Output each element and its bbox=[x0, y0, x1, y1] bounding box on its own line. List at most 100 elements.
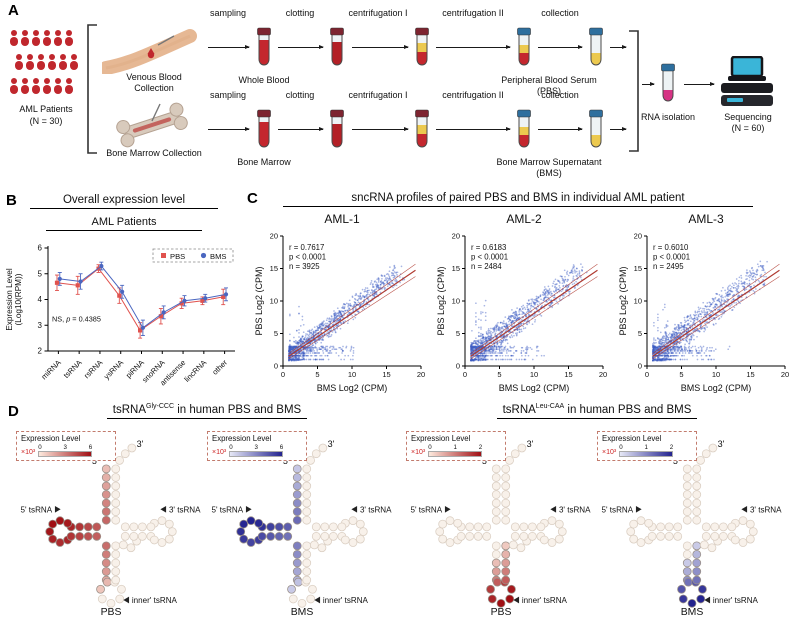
arrowhead-icon bbox=[351, 505, 358, 513]
pbs-product-label: Peripheral Blood Serum bbox=[501, 75, 597, 85]
arrowhead-icon bbox=[245, 505, 252, 513]
three-prime-end-label: 3' bbox=[328, 439, 335, 449]
tsrna-section-title: tsRNALeu-CAA in human PBS and BMS bbox=[436, 403, 758, 419]
five-tsrna-label: 5' tsRNA bbox=[602, 506, 634, 515]
svg-text:6: 6 bbox=[38, 244, 43, 253]
svg-text:10: 10 bbox=[270, 297, 278, 306]
three-tsrna-label: 3' tsRNA bbox=[360, 506, 392, 515]
svg-text:15: 15 bbox=[564, 370, 572, 379]
svg-text:0: 0 bbox=[638, 362, 642, 371]
flow-arrow bbox=[208, 126, 250, 131]
step-label-clotting: clotting bbox=[285, 90, 315, 100]
arrowhead-icon bbox=[704, 596, 711, 604]
svg-text:15: 15 bbox=[270, 264, 278, 273]
svg-text:10: 10 bbox=[348, 370, 356, 379]
arrowhead-icon bbox=[741, 505, 748, 513]
three-prime-end-label: 3' bbox=[137, 439, 144, 449]
svg-text:20: 20 bbox=[270, 232, 278, 241]
three-tsrna-label: 3' tsRNA bbox=[750, 506, 782, 515]
expression-gradient-bar bbox=[619, 451, 674, 457]
whole-blood-label: Whole Blood bbox=[238, 75, 290, 85]
panel-b-label: B bbox=[6, 192, 17, 209]
svg-text:0: 0 bbox=[274, 362, 278, 371]
grouping-bracket-right bbox=[629, 30, 639, 152]
trna-cloverleaf-bms: 5' 3' 5' tsRNA 3' tsRNA inner' tsRNA BMS bbox=[602, 439, 783, 618]
grouping-bracket-left bbox=[87, 24, 97, 154]
test-tube-icon bbox=[512, 26, 536, 72]
scatter-svg: 0 5 10 15 20 0 5 10 15 20 BMS Log2 (CPM) PBS Log2 (… bbox=[436, 232, 607, 393]
panel-c-label: C bbox=[247, 190, 258, 207]
scatter-stats: r = 0.7617 bbox=[289, 243, 324, 252]
panel-a-label: A bbox=[8, 2, 19, 19]
venous-blood-collection-label: Venous Blood Collection bbox=[126, 72, 182, 93]
aml-patients-label: AML Patients bbox=[19, 104, 73, 114]
expression-legend-title: Expression Level bbox=[212, 434, 272, 443]
inner-tsrna-label: inner' tsRNA bbox=[132, 596, 178, 605]
tsrna-structure-plot-pbs: Expression Level ×10³ 0 3 6 5' 3' 5' tsRNA 3' ts… bbox=[16, 421, 206, 631]
fit-line bbox=[652, 269, 780, 357]
step-label-centrifugation-2: centrifugation II bbox=[442, 90, 504, 100]
svg-text:20: 20 bbox=[781, 370, 789, 379]
test-tube-icon bbox=[512, 108, 536, 154]
scatter-title: AML-3 bbox=[688, 212, 724, 226]
trna-cloverleaf-bms: 5' 3' 5' tsRNA 3' tsRNA inner' tsRNA BMS bbox=[212, 439, 393, 618]
bone-marrow-label: Bone Marrow bbox=[237, 157, 291, 167]
flow-arrow bbox=[208, 44, 250, 49]
scatter-stats: r = 0.6010 bbox=[653, 243, 689, 252]
scatter-title: AML-1 bbox=[324, 212, 360, 226]
svg-text:5: 5 bbox=[638, 329, 642, 338]
svg-text:lincRNA: lincRNA bbox=[182, 357, 208, 383]
flow-arrow bbox=[610, 126, 627, 131]
aml-patients-n: (N = 30) bbox=[29, 116, 63, 126]
five-tsrna-label: 5' tsRNA bbox=[411, 506, 443, 515]
trna-cloverleaf-pbs: 5' 3' 5' tsRNA 3' tsRNA inner' tsRNA PBS bbox=[411, 439, 592, 618]
svg-text:NS, p = 0.4385: NS, p = 0.4385 bbox=[52, 314, 101, 323]
svg-text:20: 20 bbox=[599, 370, 607, 379]
scatter-plot-aml-3: AML-3 0 5 10 15 20 0 5 10 15 20 BMS Log2 (CPM) PBS L… bbox=[617, 212, 795, 403]
five-tsrna-label: 5' tsRNA bbox=[21, 506, 53, 515]
test-tube-icon bbox=[252, 26, 276, 72]
test-tube-icon bbox=[410, 108, 434, 154]
three-prime-end-label: 3' bbox=[718, 439, 725, 449]
scatter-plot-aml-2: AML-2 0 5 10 15 20 0 5 10 15 20 BMS Log2 (CPM) PBS L… bbox=[435, 212, 613, 403]
svg-text:5: 5 bbox=[38, 269, 43, 278]
svg-text:10: 10 bbox=[712, 370, 720, 379]
svg-text:PBS Log2 (CPM): PBS Log2 (CPM) bbox=[436, 266, 446, 335]
svg-text:20: 20 bbox=[634, 232, 642, 241]
tsrna-structure-plot-pbs: Expression Level ×10³ 0 1 2 5' 3' 5' tsRNA 3' ts… bbox=[406, 421, 596, 631]
flow-arrow bbox=[684, 81, 715, 86]
test-tube-icon bbox=[584, 26, 608, 72]
scatter-stats: n = 3925 bbox=[289, 262, 320, 271]
tsrna-section: tsRNAGly-CCC in human PBS and BMS Express… bbox=[16, 403, 398, 635]
svg-text:5: 5 bbox=[274, 329, 278, 338]
aml-patients-crowd-icon bbox=[10, 30, 78, 94]
tsrna-section-title: tsRNAGly-CCC in human PBS and BMS bbox=[46, 403, 368, 419]
flow-arrow bbox=[352, 126, 409, 131]
flow-arrow bbox=[278, 126, 324, 131]
panel-d-label: D bbox=[8, 403, 19, 420]
inner-tsrna-label: inner' tsRNA bbox=[522, 596, 568, 605]
scale-factor-label: ×10³ bbox=[212, 449, 227, 456]
flow-arrow bbox=[538, 126, 583, 131]
step-label-centrifugation-1: centrifugation I bbox=[348, 8, 408, 18]
svg-text:rsRNA: rsRNA bbox=[82, 357, 105, 380]
svg-text:15: 15 bbox=[452, 264, 460, 273]
expression-legend: Expression Level ×10³ 0 3 6 bbox=[16, 431, 116, 461]
step-label-clotting: clotting bbox=[285, 8, 315, 18]
scatter-svg: 0 5 10 15 20 0 5 10 15 20 BMS Log2 (CPM) PBS Log2 (… bbox=[254, 232, 425, 393]
svg-text:0: 0 bbox=[281, 370, 285, 379]
sample-label: BMS bbox=[681, 607, 704, 618]
sample-label: BMS bbox=[291, 607, 314, 618]
three-tsrna-label: 3' tsRNA bbox=[559, 506, 591, 515]
sequencing-n: (N = 60) bbox=[731, 123, 765, 133]
svg-text:0: 0 bbox=[456, 362, 460, 371]
sequencer-icon bbox=[721, 56, 773, 106]
expression-gradient-bar bbox=[38, 451, 93, 457]
svg-text:20: 20 bbox=[452, 232, 460, 241]
bms-product-label: Bone Marrow Supernatant bbox=[496, 157, 602, 167]
svg-text:15: 15 bbox=[746, 370, 754, 379]
step-label-sampling: sampling bbox=[209, 90, 247, 100]
svg-text:BMS: BMS bbox=[210, 252, 226, 261]
panel-b-title: Overall expression level bbox=[30, 194, 218, 209]
